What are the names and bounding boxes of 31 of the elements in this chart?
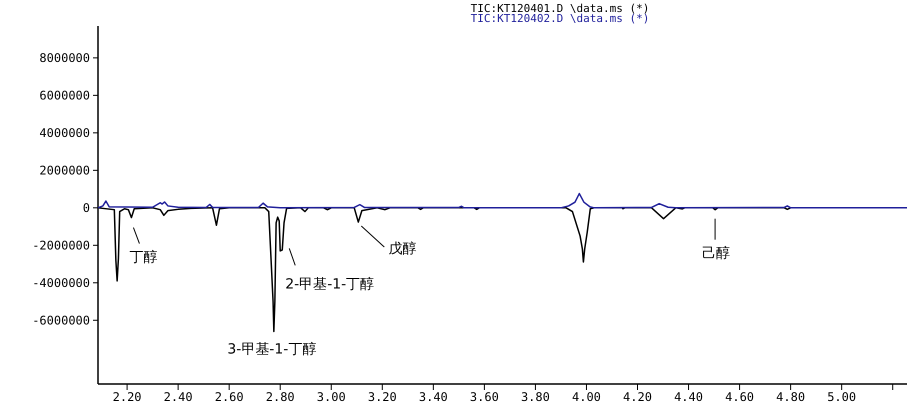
x-tick-label: 3.40 bbox=[418, 390, 448, 404]
x-tick-label: 4.20 bbox=[623, 390, 652, 404]
x-tick-label: 2.60 bbox=[214, 390, 244, 404]
x-tick-label: 3.20 bbox=[368, 390, 397, 404]
y-tick-label: 4000000 bbox=[39, 126, 90, 140]
x-tick-label: 4.40 bbox=[674, 390, 703, 404]
x-tick-label: 3.00 bbox=[316, 390, 346, 404]
annotation: 己醇 bbox=[702, 246, 730, 262]
x-tick-label: 3.80 bbox=[520, 390, 550, 404]
line-series bbox=[97, 192, 908, 209]
text: TIC:KT120401.D \data.ms (*) bbox=[470, 2, 650, 15]
annotation: 丁醇 bbox=[129, 250, 158, 266]
y-tick-label: 0 bbox=[82, 200, 90, 215]
x-tick-label: 2.20 bbox=[112, 390, 142, 404]
x-tick-label: 3.60 bbox=[470, 390, 499, 404]
x-tick-label: 2.80 bbox=[266, 390, 295, 404]
y-tick-label: 6000000 bbox=[39, 88, 90, 102]
x-tick-label: 4.80 bbox=[776, 390, 806, 404]
y-tick-label: 2000000 bbox=[39, 163, 90, 178]
x-tick-label: 4.60 bbox=[725, 390, 754, 404]
annotation: 3-甲基-1-丁醇 bbox=[227, 342, 316, 358]
annotation: 戊醇 bbox=[388, 241, 416, 258]
annotation: 2-甲基-1-丁醇 bbox=[285, 276, 374, 292]
x-tick-label: 2.40 bbox=[164, 390, 193, 404]
x-tick-label: 4.00 bbox=[572, 390, 601, 404]
y-tick-label: -4000000 bbox=[32, 276, 90, 290]
y-tick-label: 8000000 bbox=[39, 50, 90, 65]
y-tick-label: -2000000 bbox=[32, 238, 90, 252]
y-tick-label: -6000000 bbox=[32, 313, 90, 328]
x-tick-label: 5.00 bbox=[827, 390, 856, 404]
text: TIC:KT120402.D \data.ms (*) bbox=[470, 12, 650, 25]
